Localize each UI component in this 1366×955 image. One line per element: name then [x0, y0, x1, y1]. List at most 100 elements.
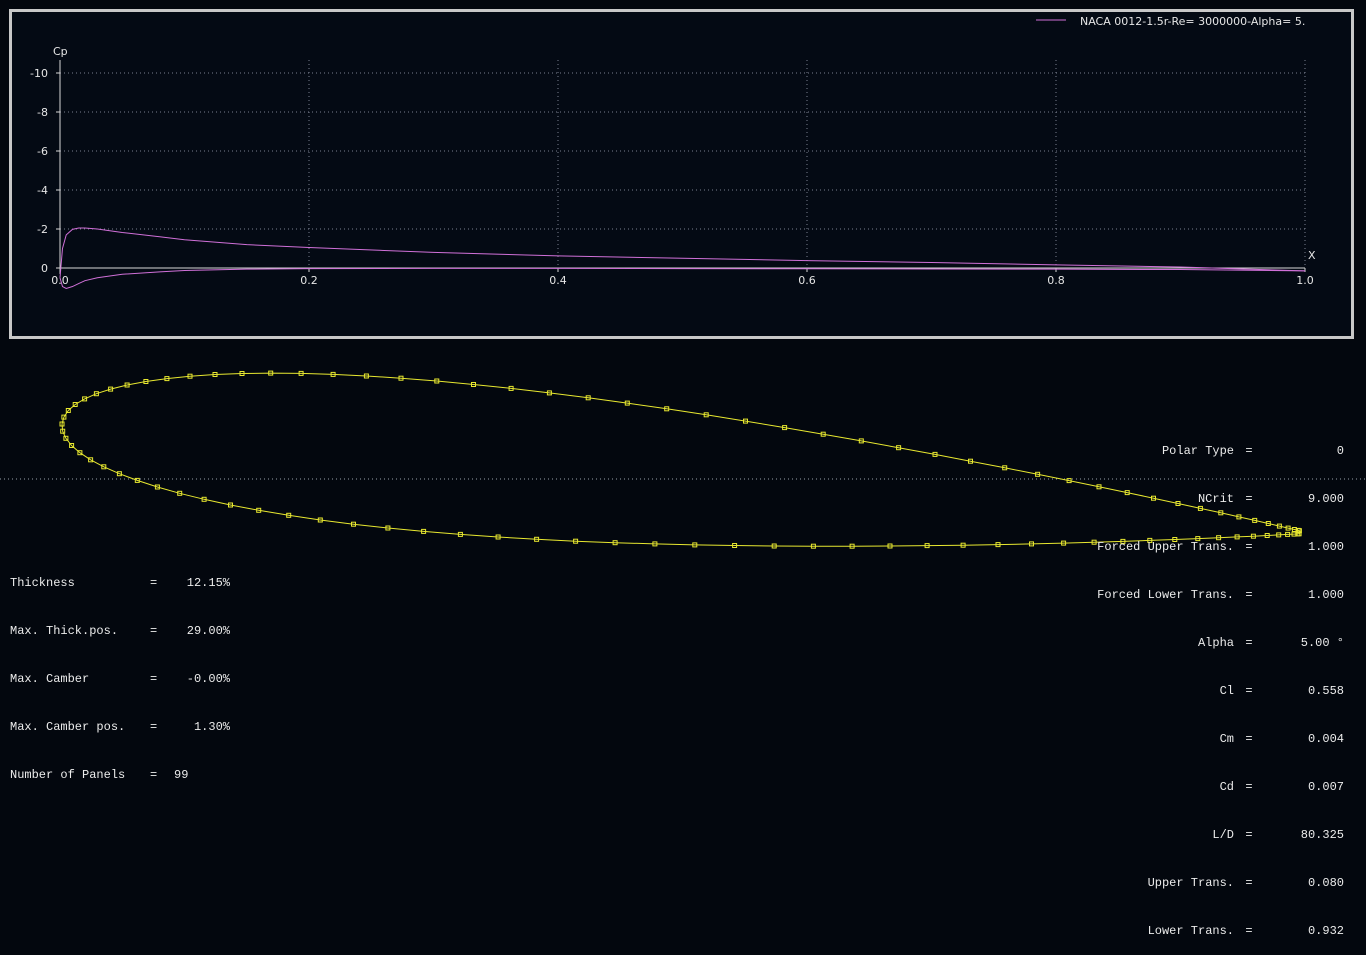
panel-node	[1236, 514, 1242, 520]
y-tick-label: -10	[30, 67, 48, 80]
panel-node	[124, 382, 130, 388]
polar-value: 0.004	[1307, 732, 1344, 746]
panel-node	[1151, 495, 1156, 501]
panel-node	[1061, 540, 1067, 546]
panel-node	[1218, 510, 1224, 516]
panel-node	[101, 464, 107, 470]
polar-row-ncrit: NCrit = 9.000	[1064, 491, 1344, 507]
polar-value: 0	[1336, 444, 1344, 458]
panel-node	[61, 414, 67, 420]
panel-node	[1276, 523, 1282, 529]
panel-node	[932, 451, 938, 457]
polar-label: Alpha	[1197, 636, 1234, 650]
panel-node	[732, 543, 738, 548]
cp-axes	[59, 60, 1305, 274]
panel-node	[995, 542, 1001, 548]
panel-node	[1197, 505, 1203, 511]
x-tick-label: 0.2	[300, 274, 318, 287]
panel-node	[743, 418, 748, 424]
y-tick-label: -2	[37, 223, 48, 236]
panel-node	[495, 534, 501, 540]
geometry-label: Max. Camber	[10, 672, 90, 686]
panel-node	[887, 543, 893, 549]
cp-graph-panel[interactable]	[9, 9, 1354, 339]
airfoil-view[interactable]	[0, 0, 1366, 630]
y-tick-label: -4	[37, 184, 48, 197]
airfoil-outline	[61, 372, 1300, 547]
geometry-value: 29.00%	[186, 624, 230, 638]
polar-label: Cl	[1219, 684, 1234, 698]
y-tick-label: -8	[37, 106, 48, 119]
panel-node	[1091, 539, 1097, 545]
polar-label: Cd	[1219, 780, 1234, 794]
panel-node	[1172, 537, 1178, 542]
panel-node	[771, 543, 777, 549]
polar-label: Upper Trans.	[1147, 876, 1234, 890]
polar-label: Polar Type	[1161, 444, 1234, 458]
polar-value: 5.00 °	[1300, 636, 1344, 650]
panel-node	[782, 425, 788, 431]
polar-label: Forced Upper Trans.	[1097, 540, 1234, 554]
geometry-row-max-camber-pos: Max. Camber pos. = 1.30%	[10, 720, 230, 734]
y-axis-label: Cp	[53, 45, 68, 58]
panel-node	[1096, 484, 1102, 490]
panel-node	[1250, 533, 1256, 539]
panel-node	[968, 458, 973, 464]
panel-node	[1265, 521, 1271, 526]
panel-node	[1195, 536, 1201, 542]
panel-node	[546, 390, 552, 396]
geometry-value: -0.00%	[186, 672, 230, 686]
panel-node	[1285, 525, 1291, 531]
panel-node	[72, 402, 78, 407]
panel-node	[228, 502, 233, 508]
panel-node	[612, 540, 618, 546]
panel-node	[1120, 538, 1126, 544]
panel-node	[212, 372, 218, 377]
polar-row-cl: Cl = 0.558	[1064, 683, 1344, 699]
x-tick-label: 0.8	[1047, 274, 1065, 287]
cp-curve-lower	[59, 267, 1306, 290]
panel-node	[858, 438, 864, 444]
panel-node	[177, 490, 183, 496]
panel-node	[1264, 533, 1270, 538]
panel-node	[77, 450, 83, 456]
cp-curves	[59, 227, 1306, 290]
geometry-label: Thickness	[10, 576, 75, 590]
x-axis-label: X	[1308, 249, 1316, 262]
polar-label: Lower Trans.	[1147, 924, 1234, 938]
panel-node	[164, 376, 170, 382]
panel-node	[1291, 527, 1297, 532]
panel-node	[398, 375, 404, 381]
panel-node	[1276, 532, 1282, 538]
geometry-value: 12.15%	[186, 576, 230, 590]
polar-row-forced-upper: Forced Upper Trans. = 1.000	[1064, 539, 1344, 555]
cp-grid	[60, 60, 1306, 268]
panel-node	[134, 477, 140, 483]
panel-node	[385, 525, 391, 531]
panel-node	[1066, 478, 1072, 484]
panel-node	[849, 543, 855, 549]
panel-node	[63, 435, 69, 441]
polar-label: Cm	[1219, 732, 1234, 746]
panel-node	[1124, 490, 1130, 496]
panel-node	[585, 395, 591, 401]
y-tick-label: 0	[41, 262, 48, 275]
panel-node	[108, 386, 114, 392]
panel-node	[664, 406, 670, 412]
panel-node	[298, 370, 304, 376]
panel-node	[1296, 531, 1302, 537]
polar-value: 80.325	[1300, 828, 1344, 842]
panel-node	[960, 542, 966, 548]
geometry-label: Number of Panels	[10, 768, 126, 782]
polar-row-alpha: Alpha = 5.00 °	[1064, 635, 1344, 651]
polar-row-type: Polar Type = 0	[1064, 443, 1344, 459]
polar-value: 0.558	[1307, 684, 1344, 698]
panel-node	[239, 371, 245, 376]
panel-node	[820, 431, 826, 437]
panel-node	[1285, 531, 1291, 537]
geometry-label: Max. Camber pos.	[10, 720, 126, 734]
panel-node	[1002, 465, 1008, 471]
x-tick-label: 0.0	[51, 274, 69, 287]
panel-node	[1234, 534, 1240, 540]
panel-node	[116, 471, 122, 477]
